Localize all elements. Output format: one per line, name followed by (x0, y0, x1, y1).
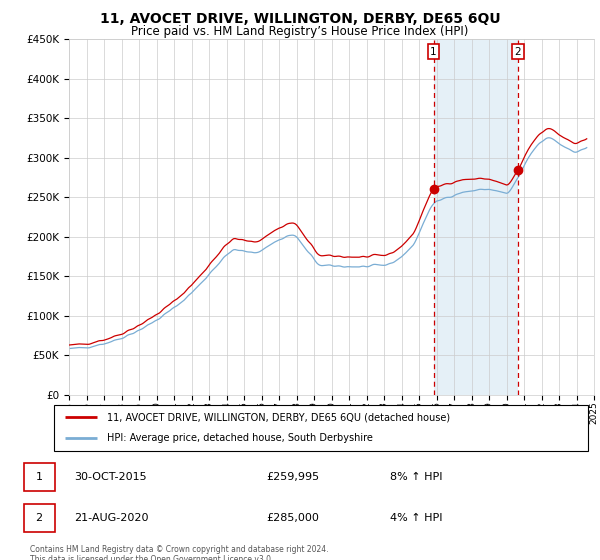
FancyBboxPatch shape (23, 463, 55, 491)
Text: 11, AVOCET DRIVE, WILLINGTON, DERBY, DE65 6QU: 11, AVOCET DRIVE, WILLINGTON, DERBY, DE6… (100, 12, 500, 26)
Text: 11, AVOCET DRIVE, WILLINGTON, DERBY, DE65 6QU (detached house): 11, AVOCET DRIVE, WILLINGTON, DERBY, DE6… (107, 412, 451, 422)
Text: Price paid vs. HM Land Registry’s House Price Index (HPI): Price paid vs. HM Land Registry’s House … (131, 25, 469, 38)
Text: 1: 1 (35, 472, 43, 482)
Text: £259,995: £259,995 (266, 472, 319, 482)
Text: HPI: Average price, detached house, South Derbyshire: HPI: Average price, detached house, Sout… (107, 433, 373, 444)
Text: 8% ↑ HPI: 8% ↑ HPI (390, 472, 443, 482)
Text: 1: 1 (430, 46, 437, 57)
Text: 2: 2 (514, 46, 521, 57)
FancyBboxPatch shape (23, 504, 55, 531)
Text: 30-OCT-2015: 30-OCT-2015 (74, 472, 147, 482)
Text: 21-AUG-2020: 21-AUG-2020 (74, 513, 149, 522)
Text: 2: 2 (35, 513, 43, 522)
Bar (434, 39, 518, 395)
Text: Contains HM Land Registry data © Crown copyright and database right 2024.
This d: Contains HM Land Registry data © Crown c… (30, 545, 329, 560)
Text: 4% ↑ HPI: 4% ↑ HPI (390, 513, 443, 522)
Text: £285,000: £285,000 (266, 513, 319, 522)
